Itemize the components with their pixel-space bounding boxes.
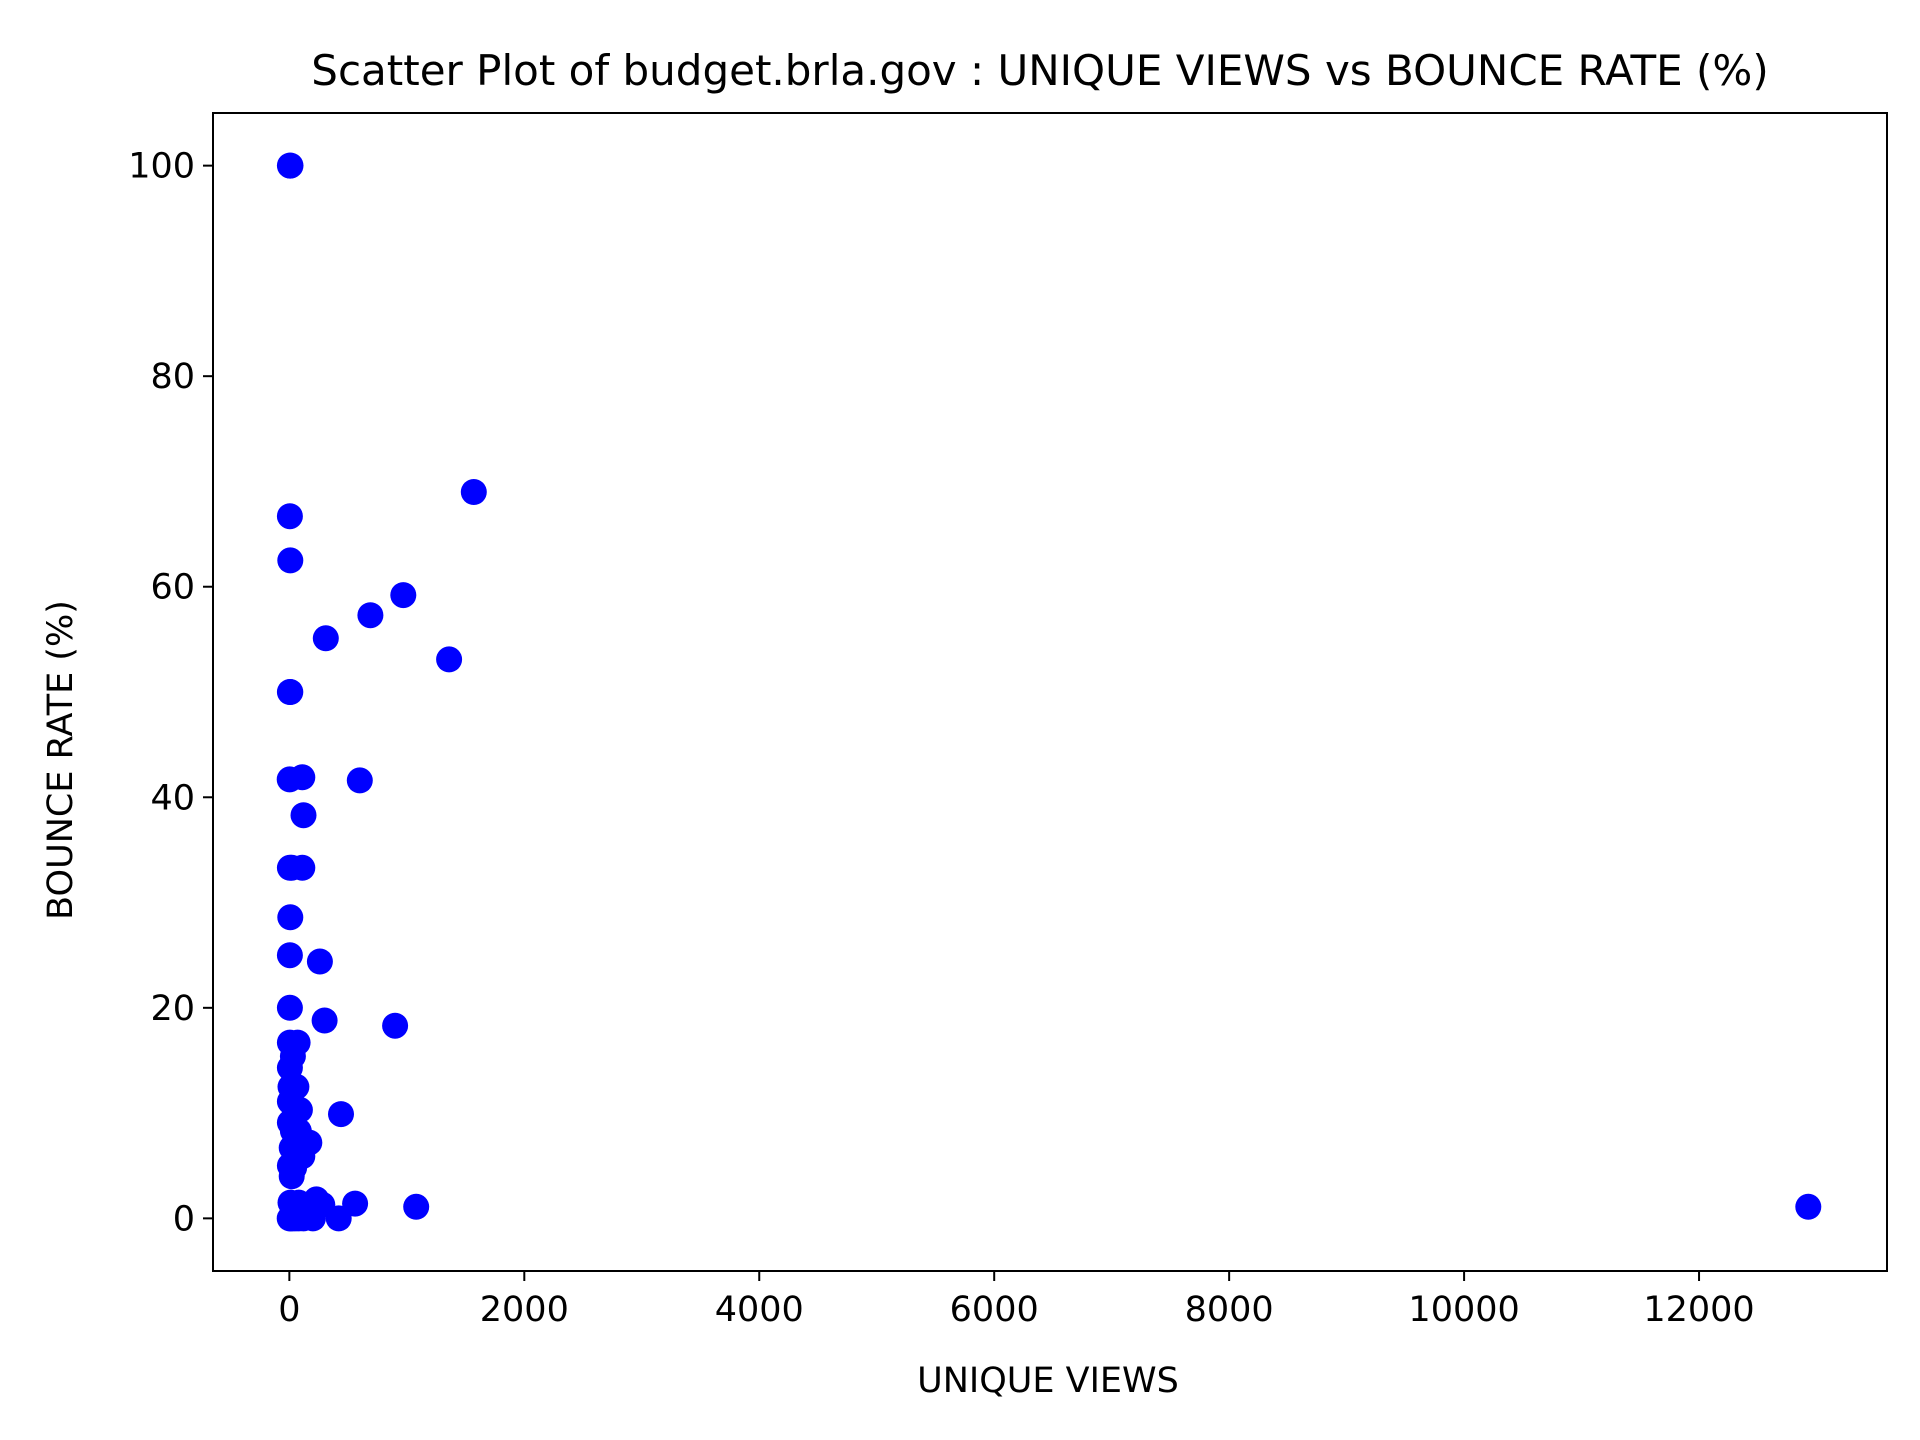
data-points [276, 152, 1822, 1232]
y-tick-label: 60 [150, 568, 195, 608]
chart-title: Scatter Plot of budget.brla.gov : UNIQUE… [311, 46, 1768, 95]
data-point-14 [290, 802, 317, 829]
y-tick-label: 100 [128, 147, 195, 187]
data-point-50 [403, 1193, 430, 1220]
data-point-43 [278, 1163, 305, 1190]
data-point-4 [460, 479, 487, 505]
x-tick-label: 6000 [950, 1290, 1039, 1330]
data-point-2 [276, 503, 303, 530]
data-point-12 [289, 764, 316, 791]
data-point-7 [312, 625, 339, 652]
x-tick-label: 0 [278, 1290, 300, 1330]
data-point-23 [382, 1012, 409, 1039]
x-tick-label: 2000 [480, 1290, 569, 1330]
x-tick-label: 4000 [715, 1290, 804, 1330]
plot-area-frame [212, 112, 1888, 1272]
x-tick-label: 10000 [1408, 1290, 1519, 1330]
data-point-13 [346, 767, 373, 794]
data-point-19 [276, 942, 303, 969]
x-axis-ticks: 0 2000 4000 6000 8000 10000 12000 [278, 1271, 1755, 1330]
data-point-58 [299, 1205, 326, 1232]
data-point-22 [311, 1007, 338, 1034]
data-point-3 [277, 547, 304, 574]
data-point-1 [277, 152, 304, 179]
data-point-8 [436, 646, 463, 673]
data-point-10 [277, 679, 304, 705]
y-axis-ticks: 0 20 40 60 80 100 [128, 147, 213, 1239]
data-point-33 [328, 1101, 354, 1128]
y-tick-label: 0 [173, 1199, 195, 1239]
data-point-18 [277, 904, 304, 931]
data-point-17 [289, 854, 316, 881]
data-point-20 [306, 948, 333, 975]
data-point-6 [357, 602, 384, 629]
x-axis-title: UNIQUE VIEWS [917, 1361, 1179, 1401]
data-point-5 [390, 582, 417, 609]
x-tick-label: 12000 [1643, 1290, 1754, 1330]
y-tick-label: 40 [150, 778, 195, 818]
y-tick-label: 20 [150, 989, 195, 1029]
x-tick-label: 8000 [1185, 1290, 1274, 1330]
data-point-51 [1795, 1193, 1822, 1220]
data-point-59 [325, 1205, 352, 1232]
y-axis-title: BOUNCE RATE (%) [41, 600, 81, 920]
data-point-21 [276, 994, 303, 1021]
y-tick-label: 80 [150, 357, 195, 397]
